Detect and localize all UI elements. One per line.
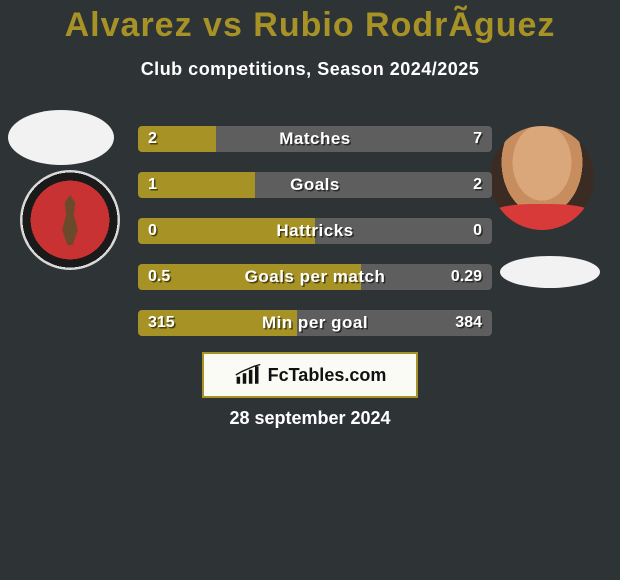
player-left-avatar-placeholder	[8, 110, 114, 165]
stat-value-left: 315	[138, 310, 185, 336]
stat-value-right: 0.29	[441, 264, 492, 290]
stat-label: Goals	[138, 172, 492, 198]
stat-value-right: 7	[463, 126, 492, 152]
stat-value-right: 384	[445, 310, 492, 336]
stat-value-left: 2	[138, 126, 167, 152]
stat-value-left: 1	[138, 172, 167, 198]
date-label: 28 september 2024	[0, 408, 620, 429]
stat-value-left: 0	[138, 218, 167, 244]
stat-row: Goals1 2	[138, 172, 492, 198]
stat-row: Goals per match0.5 0.29	[138, 264, 492, 290]
stat-row: Min per goal315 384	[138, 310, 492, 336]
stat-label: Goals per match	[138, 264, 492, 290]
stat-label: Min per goal	[138, 310, 492, 336]
fctables-logo-text: FcTables.com	[268, 365, 387, 386]
comparison-card: Alvarez vs Rubio RodrÃ­guez Club competi…	[0, 0, 620, 580]
player-right-avatar	[490, 126, 594, 230]
stat-value-left: 0.5	[138, 264, 180, 290]
subtitle: Club competitions, Season 2024/2025	[0, 59, 620, 80]
stat-value-right: 0	[463, 218, 492, 244]
club-tijuana-badge	[20, 170, 120, 270]
player-right-club-placeholder	[500, 256, 600, 288]
club-badge-xolo-icon	[57, 195, 83, 245]
stat-label: Matches	[138, 126, 492, 152]
stat-row: Hattricks0 0	[138, 218, 492, 244]
stat-label: Hattricks	[138, 218, 492, 244]
bar-chart-icon	[234, 364, 262, 386]
fctables-logo: FcTables.com	[202, 352, 418, 398]
stat-row: Matches2 7	[138, 126, 492, 152]
page-title: Alvarez vs Rubio RodrÃ­guez	[0, 0, 620, 45]
stat-value-right: 2	[463, 172, 492, 198]
stat-bars: Matches27Goals12Hattricks00Goals per mat…	[138, 126, 492, 356]
